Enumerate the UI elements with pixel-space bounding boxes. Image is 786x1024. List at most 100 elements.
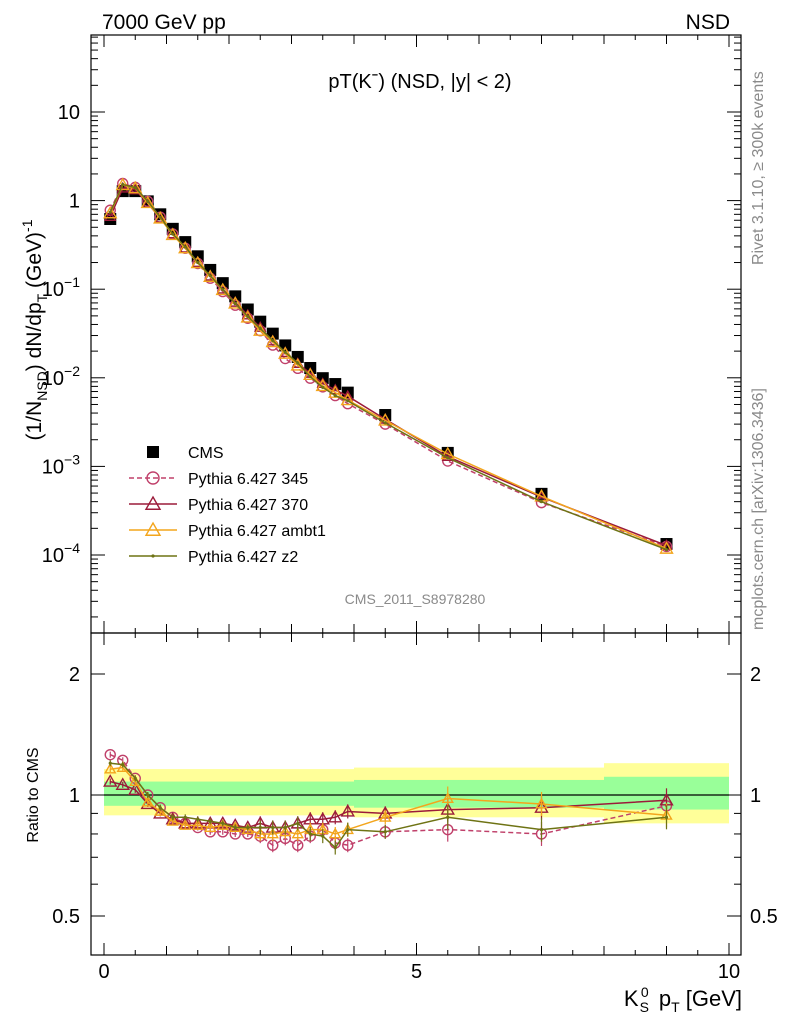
ratio-series-3 <box>108 760 669 855</box>
data-point <box>115 177 130 191</box>
data-point <box>329 383 342 395</box>
legend: CMS Pythia 6.427 345 Pythia 6.427 370 Pythi… <box>129 445 326 566</box>
ratio-point <box>166 814 179 826</box>
ratio-point <box>279 825 292 837</box>
series-line <box>109 183 667 551</box>
data-point <box>190 255 205 269</box>
watermark-label: CMS_2011_S8978280 <box>345 591 486 607</box>
main-plot-area <box>103 177 674 554</box>
ratio-point <box>146 793 150 797</box>
data-point <box>215 282 230 296</box>
data-point <box>165 227 180 241</box>
ratio-point <box>266 827 279 839</box>
data-point <box>308 375 312 379</box>
ratio-point <box>283 825 287 830</box>
ratio-point <box>121 763 125 767</box>
y-tick-label: 10−1 <box>42 274 80 301</box>
legend-marker <box>147 446 159 458</box>
series-line <box>109 182 667 548</box>
y-tick-label: 10−3 <box>42 451 80 478</box>
data-point <box>446 456 450 460</box>
ratio-y-tick-label-right: 2 <box>750 664 761 686</box>
legend-marker <box>146 471 160 485</box>
legend-label: Pythia 6.427 ambt1 <box>188 523 326 540</box>
legend-label: CMS <box>188 445 224 462</box>
ratio-point <box>104 748 116 761</box>
data-point <box>296 361 300 365</box>
data-point <box>278 346 293 359</box>
data-point <box>283 350 287 354</box>
data-point <box>104 210 117 222</box>
legend-label: Pythia 6.427 370 <box>188 497 308 514</box>
ratio-y-tick-label: 0.5 <box>52 906 80 928</box>
ratio-point <box>539 828 544 832</box>
ratio-axes: 2 2 1 1 0.5 0.5 0 5 10 <box>52 632 778 983</box>
ratio-point <box>115 777 130 791</box>
x-tick-label: 5 <box>411 961 422 983</box>
ratio-point <box>346 828 350 832</box>
main-axes: 10 1 10−1 10−2 10−3 10−4 <box>42 34 742 634</box>
ratio-point <box>535 797 548 809</box>
ratio-point <box>333 845 337 850</box>
data-point <box>171 232 175 236</box>
ratio-point <box>446 815 450 819</box>
data-point <box>203 269 218 283</box>
data-point <box>158 215 162 219</box>
ratio-y-tick-label-right: 0.5 <box>750 906 778 928</box>
ratio-point <box>154 805 167 816</box>
ratio-point <box>291 827 304 839</box>
data-point <box>378 413 393 426</box>
ratio-point <box>158 806 162 810</box>
ratio-point <box>340 804 355 817</box>
data-point <box>664 548 669 552</box>
ratio-point <box>379 810 392 822</box>
inner-band <box>354 779 604 808</box>
data-point <box>246 315 250 319</box>
ratio-point <box>664 815 669 819</box>
ratio-y-tick-label: 1 <box>69 785 80 807</box>
ratio-point <box>258 825 262 830</box>
y-tick-label: 10−4 <box>42 540 80 567</box>
mcplots-label: mcplots.cern.ch [arXiv:1306.3436] <box>750 388 767 630</box>
data-point <box>221 287 225 292</box>
ratio-point <box>271 825 275 830</box>
data-point <box>116 181 129 193</box>
rivet-label: Rivet 3.1.10, ≥ 300k events <box>750 71 767 265</box>
data-point <box>228 296 243 309</box>
ratio-point <box>329 827 342 839</box>
main-plot-title: pT(Kˉ) (NSD, |y| < 2) <box>328 71 511 93</box>
ratio-point <box>233 825 237 830</box>
data-point <box>196 260 200 265</box>
data-point <box>140 195 155 209</box>
ratio-point <box>133 776 137 780</box>
ratio-point <box>441 792 454 803</box>
data-point <box>240 310 255 323</box>
main-y-axis-label: (1/NNSD) dN/dpT (GeV)-1 <box>19 219 50 440</box>
ratio-point <box>171 815 175 819</box>
header-right-label: NSD <box>686 11 730 34</box>
ratio-point <box>328 809 343 823</box>
data-point <box>539 500 544 504</box>
data-point <box>290 357 305 371</box>
ratio-point <box>321 834 325 838</box>
data-point <box>321 385 325 389</box>
y-tick-label: 10−2 <box>42 363 80 390</box>
ratio-uncertainty-bands <box>104 763 729 824</box>
ratio-line <box>110 762 667 849</box>
ratio-point <box>221 821 225 825</box>
data-point <box>153 210 168 224</box>
legend-label: Pythia 6.427 z2 <box>188 549 298 566</box>
ratio-point <box>204 821 217 832</box>
ratio-y-tick-label-right: 1 <box>750 785 761 807</box>
y-tick-label: 10 <box>58 102 80 124</box>
data-point <box>265 334 280 348</box>
ratio-point <box>128 782 143 796</box>
data-point <box>178 240 193 254</box>
data-point <box>108 210 112 214</box>
data-point <box>253 323 268 336</box>
ratio-plot-area <box>103 748 674 855</box>
legend-marker <box>144 521 162 536</box>
header-left-label: 7000 GeV pp <box>102 11 226 34</box>
x-tick-label: 0 <box>98 961 109 983</box>
